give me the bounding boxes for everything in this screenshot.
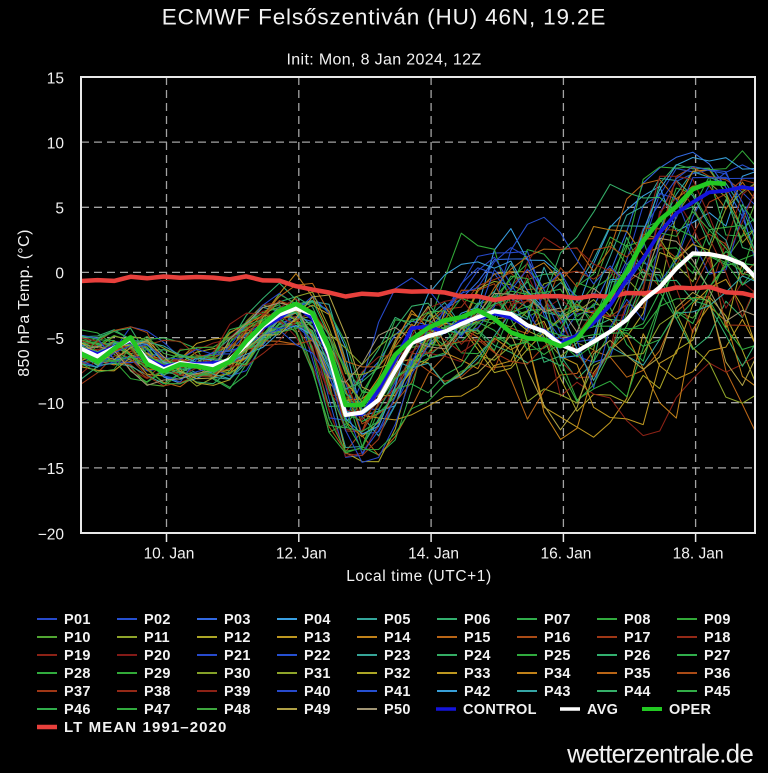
svg-text:P19: P19 <box>64 648 91 664</box>
svg-text:AVG: AVG <box>587 702 618 718</box>
svg-text:18. Jan: 18. Jan <box>673 546 724 563</box>
svg-text:P35: P35 <box>624 666 651 682</box>
svg-text:−10: −10 <box>38 396 65 413</box>
svg-text:P46: P46 <box>64 702 91 718</box>
svg-text:P14: P14 <box>384 630 411 646</box>
svg-text:12. Jan: 12. Jan <box>276 546 327 563</box>
svg-text:850 hPa Temp. (°C): 850 hPa Temp. (°C) <box>16 229 33 377</box>
svg-text:P21: P21 <box>224 648 251 664</box>
svg-text:P07: P07 <box>544 612 571 628</box>
svg-text:P36: P36 <box>704 666 731 682</box>
svg-text:P42: P42 <box>464 684 491 700</box>
svg-text:10. Jan: 10. Jan <box>144 546 195 563</box>
svg-text:P28: P28 <box>64 666 91 682</box>
svg-text:Local time (UTC+1): Local time (UTC+1) <box>346 568 492 585</box>
svg-text:P50: P50 <box>384 702 411 718</box>
svg-text:P47: P47 <box>144 702 171 718</box>
svg-text:P17: P17 <box>624 630 651 646</box>
svg-text:15: 15 <box>47 70 64 87</box>
svg-text:P48: P48 <box>224 702 251 718</box>
svg-text:P24: P24 <box>464 648 491 664</box>
svg-text:ECMWF Felsőszentiván (HU) 46N,: ECMWF Felsőszentiván (HU) 46N, 19.2E <box>162 5 606 30</box>
svg-text:wetterzentrale.de: wetterzentrale.de <box>566 739 753 769</box>
svg-text:0: 0 <box>55 266 64 283</box>
svg-text:P25: P25 <box>544 648 571 664</box>
svg-text:P33: P33 <box>464 666 491 682</box>
svg-text:P32: P32 <box>384 666 411 682</box>
svg-text:P12: P12 <box>224 630 251 646</box>
svg-text:P16: P16 <box>544 630 571 646</box>
svg-text:P49: P49 <box>304 702 331 718</box>
svg-text:P38: P38 <box>144 684 171 700</box>
svg-text:P02: P02 <box>144 612 171 628</box>
svg-text:P41: P41 <box>384 684 411 700</box>
svg-text:10: 10 <box>47 135 65 152</box>
svg-text:P29: P29 <box>144 666 171 682</box>
svg-text:−5: −5 <box>46 331 64 348</box>
svg-text:Init: Mon, 8 Jan 2024, 12Z: Init: Mon, 8 Jan 2024, 12Z <box>287 52 482 69</box>
svg-text:14. Jan: 14. Jan <box>408 546 459 563</box>
svg-text:P23: P23 <box>384 648 411 664</box>
svg-text:P27: P27 <box>704 648 731 664</box>
svg-text:CONTROL: CONTROL <box>463 702 537 718</box>
svg-text:P39: P39 <box>224 684 251 700</box>
svg-text:P43: P43 <box>544 684 571 700</box>
svg-text:P44: P44 <box>624 684 651 700</box>
svg-text:P09: P09 <box>704 612 731 628</box>
svg-text:P05: P05 <box>384 612 411 628</box>
svg-text:P31: P31 <box>304 666 331 682</box>
svg-text:P15: P15 <box>464 630 491 646</box>
svg-text:P04: P04 <box>304 612 331 628</box>
svg-text:P45: P45 <box>704 684 731 700</box>
svg-text:P34: P34 <box>544 666 571 682</box>
svg-text:P22: P22 <box>304 648 331 664</box>
svg-text:P13: P13 <box>304 630 331 646</box>
svg-text:16. Jan: 16. Jan <box>540 546 591 563</box>
svg-text:OPER: OPER <box>669 702 712 718</box>
svg-text:P10: P10 <box>64 630 91 646</box>
svg-text:−20: −20 <box>38 526 65 543</box>
svg-text:P01: P01 <box>64 612 91 628</box>
svg-text:−15: −15 <box>38 461 64 478</box>
svg-text:P20: P20 <box>144 648 171 664</box>
svg-text:5: 5 <box>55 201 64 218</box>
svg-text:P08: P08 <box>624 612 651 628</box>
svg-text:P11: P11 <box>144 630 170 646</box>
svg-text:P03: P03 <box>224 612 251 628</box>
svg-text:P06: P06 <box>464 612 491 628</box>
svg-text:P37: P37 <box>64 684 91 700</box>
svg-text:P18: P18 <box>704 630 731 646</box>
svg-text:P30: P30 <box>224 666 251 682</box>
svg-text:P26: P26 <box>624 648 651 664</box>
svg-text:LT MEAN 1991–2020: LT MEAN 1991–2020 <box>64 719 228 736</box>
svg-text:P40: P40 <box>304 684 331 700</box>
